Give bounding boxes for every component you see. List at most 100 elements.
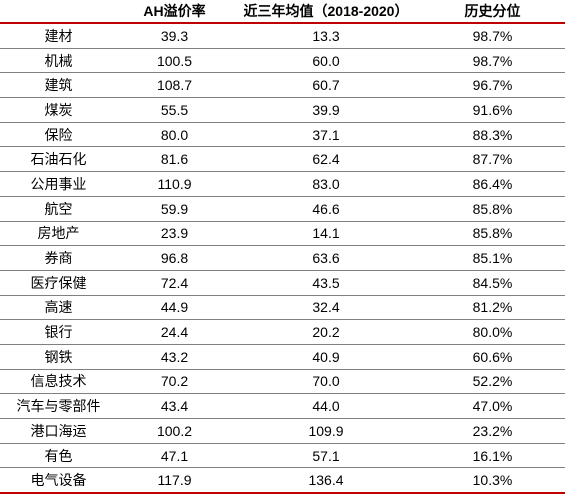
table-row: 汽车与零部件 43.4 44.0 47.0% <box>0 393 565 419</box>
cell-historical-percentile: 85.8% <box>420 196 565 222</box>
table-body: 建材 39.3 13.3 98.7% 机械 100.5 60.0 98.7% 建筑 108.7 60… <box>0 23 565 495</box>
cell-ah-premium: 39.3 <box>117 23 232 49</box>
table-row: 煤炭 55.5 39.9 91.6% <box>0 97 565 123</box>
cell-industry: 信息技术 <box>0 369 117 395</box>
cell-ah-premium: 110.9 <box>117 171 232 197</box>
cell-industry: 建筑 <box>0 72 117 99</box>
cell-industry: 保险 <box>0 122 117 148</box>
cell-industry: 银行 <box>0 319 117 345</box>
cell-historical-percentile: 98.7% <box>420 48 565 74</box>
cell-three-year-average: 46.6 <box>232 196 420 222</box>
table-row: 高速 44.9 32.4 81.2% <box>0 295 565 321</box>
cell-three-year-average: 70.0 <box>232 369 420 395</box>
cell-historical-percentile: 81.2% <box>420 295 565 321</box>
cell-historical-percentile: 16.1% <box>420 443 565 469</box>
table-row: 建筑 108.7 60.7 96.7% <box>0 72 565 99</box>
cell-ah-premium: 96.8 <box>117 245 232 271</box>
cell-historical-percentile: 47.0% <box>420 393 565 419</box>
cell-historical-percentile: 86.4% <box>420 171 565 197</box>
cell-ah-premium: 100.2 <box>117 418 232 444</box>
cell-three-year-average: 44.0 <box>232 393 420 419</box>
cell-three-year-average: 32.4 <box>232 295 420 321</box>
cell-historical-percentile: 98.7% <box>420 23 565 49</box>
table-row: 有色 47.1 57.1 16.1% <box>0 443 565 469</box>
cell-historical-percentile: 84.5% <box>420 270 565 296</box>
cell-historical-percentile: 23.2% <box>420 418 565 444</box>
cell-industry: 煤炭 <box>0 97 117 123</box>
cell-three-year-average: 63.6 <box>232 245 420 271</box>
cell-ah-premium: 44.9 <box>117 295 232 321</box>
cell-ah-premium: 47.1 <box>117 443 232 469</box>
cell-industry: 建材 <box>0 23 117 49</box>
header-ah-premium: AH溢价率 <box>117 0 232 24</box>
cell-historical-percentile: 88.3% <box>420 122 565 148</box>
cell-three-year-average: 136.4 <box>232 467 420 495</box>
header-industry <box>0 0 117 24</box>
cell-three-year-average: 37.1 <box>232 122 420 148</box>
cell-historical-percentile: 96.7% <box>420 72 565 99</box>
table-row: 电气设备 117.9 136.4 10.3% <box>0 467 565 495</box>
cell-ah-premium: 80.0 <box>117 122 232 148</box>
header-historical-percentile: 历史分位 <box>420 0 565 24</box>
table-row: 机械 100.5 60.0 98.7% <box>0 48 565 74</box>
cell-industry: 汽车与零部件 <box>0 393 117 419</box>
cell-ah-premium: 100.5 <box>117 48 232 74</box>
table-row: 港口海运 100.2 109.9 23.2% <box>0 418 565 444</box>
cell-industry: 钢铁 <box>0 344 117 370</box>
table-header-row: AH溢价率 近三年均值（2018-2020） 历史分位 <box>0 0 565 24</box>
cell-historical-percentile: 60.6% <box>420 344 565 370</box>
cell-three-year-average: 13.3 <box>232 23 420 49</box>
cell-three-year-average: 62.4 <box>232 146 420 173</box>
cell-ah-premium: 43.2 <box>117 344 232 370</box>
cell-three-year-average: 43.5 <box>232 270 420 296</box>
table-row: 医疗保健 72.4 43.5 84.5% <box>0 270 565 296</box>
cell-industry: 医疗保健 <box>0 270 117 296</box>
cell-industry: 机械 <box>0 48 117 74</box>
cell-historical-percentile: 85.1% <box>420 245 565 271</box>
cell-ah-premium: 24.4 <box>117 319 232 345</box>
table-row: 航空 59.9 46.6 85.8% <box>0 196 565 222</box>
cell-industry: 有色 <box>0 443 117 469</box>
cell-historical-percentile: 10.3% <box>420 467 565 495</box>
cell-historical-percentile: 85.8% <box>420 221 565 247</box>
table-row: 信息技术 70.2 70.0 52.2% <box>0 369 565 395</box>
cell-ah-premium: 43.4 <box>117 393 232 419</box>
cell-three-year-average: 39.9 <box>232 97 420 123</box>
cell-three-year-average: 40.9 <box>232 344 420 370</box>
header-three-year-average: 近三年均值（2018-2020） <box>232 0 420 24</box>
cell-ah-premium: 72.4 <box>117 270 232 296</box>
cell-three-year-average: 57.1 <box>232 443 420 469</box>
table-row: 钢铁 43.2 40.9 60.6% <box>0 344 565 370</box>
cell-historical-percentile: 80.0% <box>420 319 565 345</box>
cell-ah-premium: 81.6 <box>117 146 232 173</box>
cell-three-year-average: 83.0 <box>232 171 420 197</box>
cell-historical-percentile: 91.6% <box>420 97 565 123</box>
cell-ah-premium: 23.9 <box>117 221 232 247</box>
cell-ah-premium: 55.5 <box>117 97 232 123</box>
cell-three-year-average: 60.7 <box>232 72 420 99</box>
cell-industry: 航空 <box>0 196 117 222</box>
cell-industry: 港口海运 <box>0 418 117 444</box>
cell-three-year-average: 60.0 <box>232 48 420 74</box>
table-row: 公用事业 110.9 83.0 86.4% <box>0 171 565 197</box>
cell-ah-premium: 59.9 <box>117 196 232 222</box>
cell-ah-premium: 117.9 <box>117 467 232 495</box>
table-row: 石油石化 81.6 62.4 87.7% <box>0 146 565 173</box>
table-row: 房地产 23.9 14.1 85.8% <box>0 221 565 247</box>
cell-three-year-average: 20.2 <box>232 319 420 345</box>
cell-industry: 房地产 <box>0 221 117 247</box>
cell-ah-premium: 70.2 <box>117 369 232 395</box>
cell-three-year-average: 14.1 <box>232 221 420 247</box>
table-row: 券商 96.8 63.6 85.1% <box>0 245 565 271</box>
cell-industry: 电气设备 <box>0 467 117 495</box>
cell-historical-percentile: 87.7% <box>420 146 565 173</box>
cell-industry: 高速 <box>0 295 117 321</box>
cell-industry: 券商 <box>0 245 117 271</box>
table-row: 保险 80.0 37.1 88.3% <box>0 122 565 148</box>
cell-three-year-average: 109.9 <box>232 418 420 444</box>
cell-ah-premium: 108.7 <box>117 72 232 99</box>
cell-industry: 公用事业 <box>0 171 117 197</box>
table-row: 银行 24.4 20.2 80.0% <box>0 319 565 345</box>
